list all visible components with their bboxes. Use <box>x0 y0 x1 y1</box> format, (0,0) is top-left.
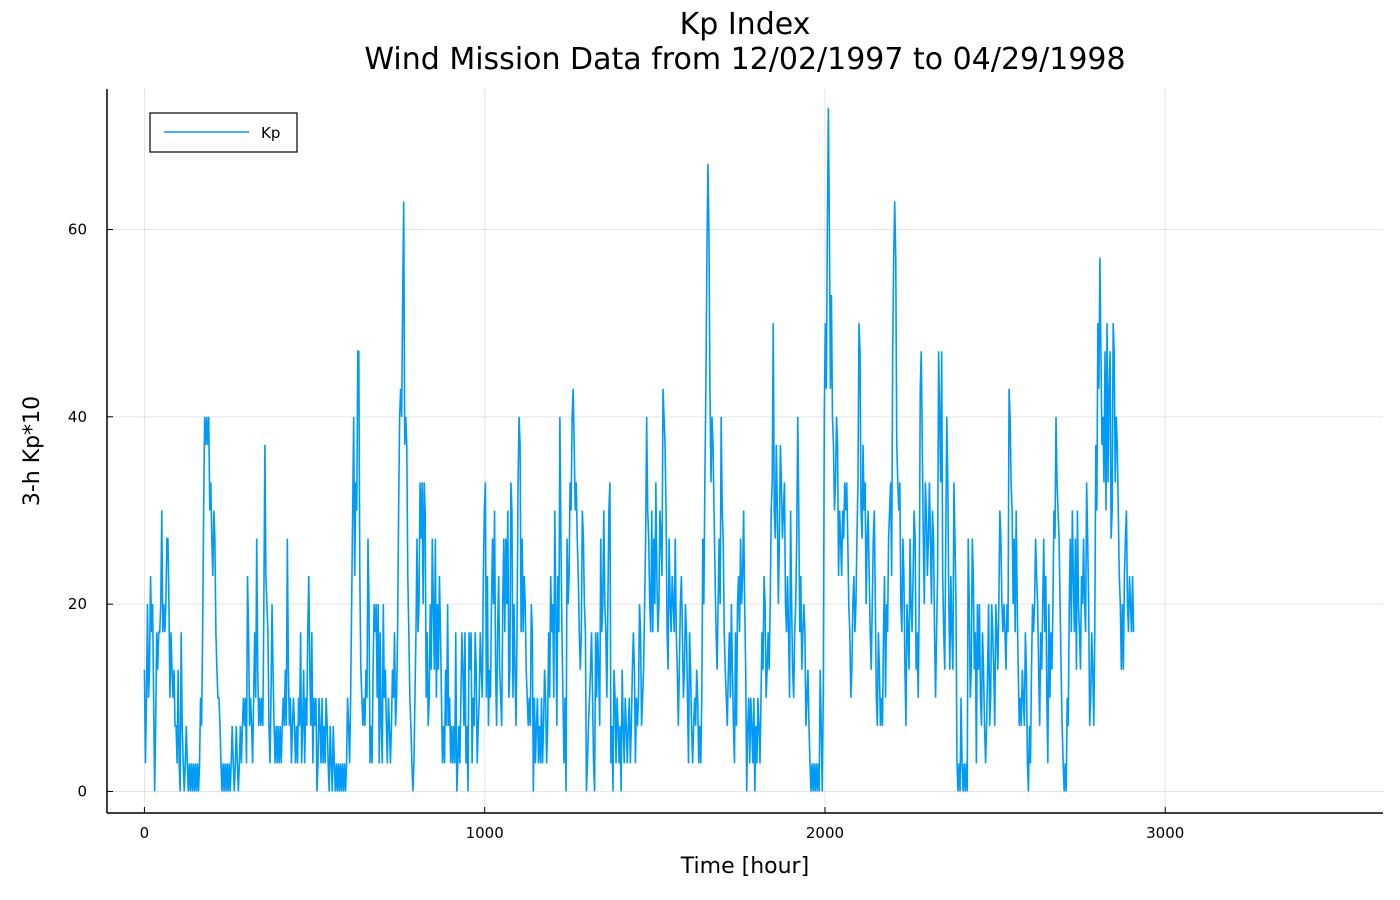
x-tick-label: 0 <box>140 824 150 842</box>
y-tick-label: 60 <box>68 220 87 238</box>
y-tick-label: 20 <box>68 595 87 613</box>
y-tick-label: 0 <box>77 782 87 800</box>
chart-title: Kp Index <box>680 7 811 42</box>
x-tick-label: 1000 <box>466 824 504 842</box>
chart-subtitle: Wind Mission Data from 12/02/1997 to 04/… <box>364 42 1125 77</box>
legend-label-kp: Kp <box>261 124 280 142</box>
y-tick-label: 40 <box>68 408 87 426</box>
x-tick-label: 2000 <box>806 824 844 842</box>
legend: Kp <box>149 112 298 153</box>
x-axis-label: Time [hour] <box>680 854 809 879</box>
x-tick-label: 3000 <box>1146 824 1184 842</box>
series-line-kp <box>143 107 1135 792</box>
axis-ticks: 0 1000 2000 3000 0 20 40 60 <box>68 220 1184 842</box>
series-layer <box>143 107 1135 792</box>
y-axis-label: 3-h Kp*10 <box>20 396 45 506</box>
